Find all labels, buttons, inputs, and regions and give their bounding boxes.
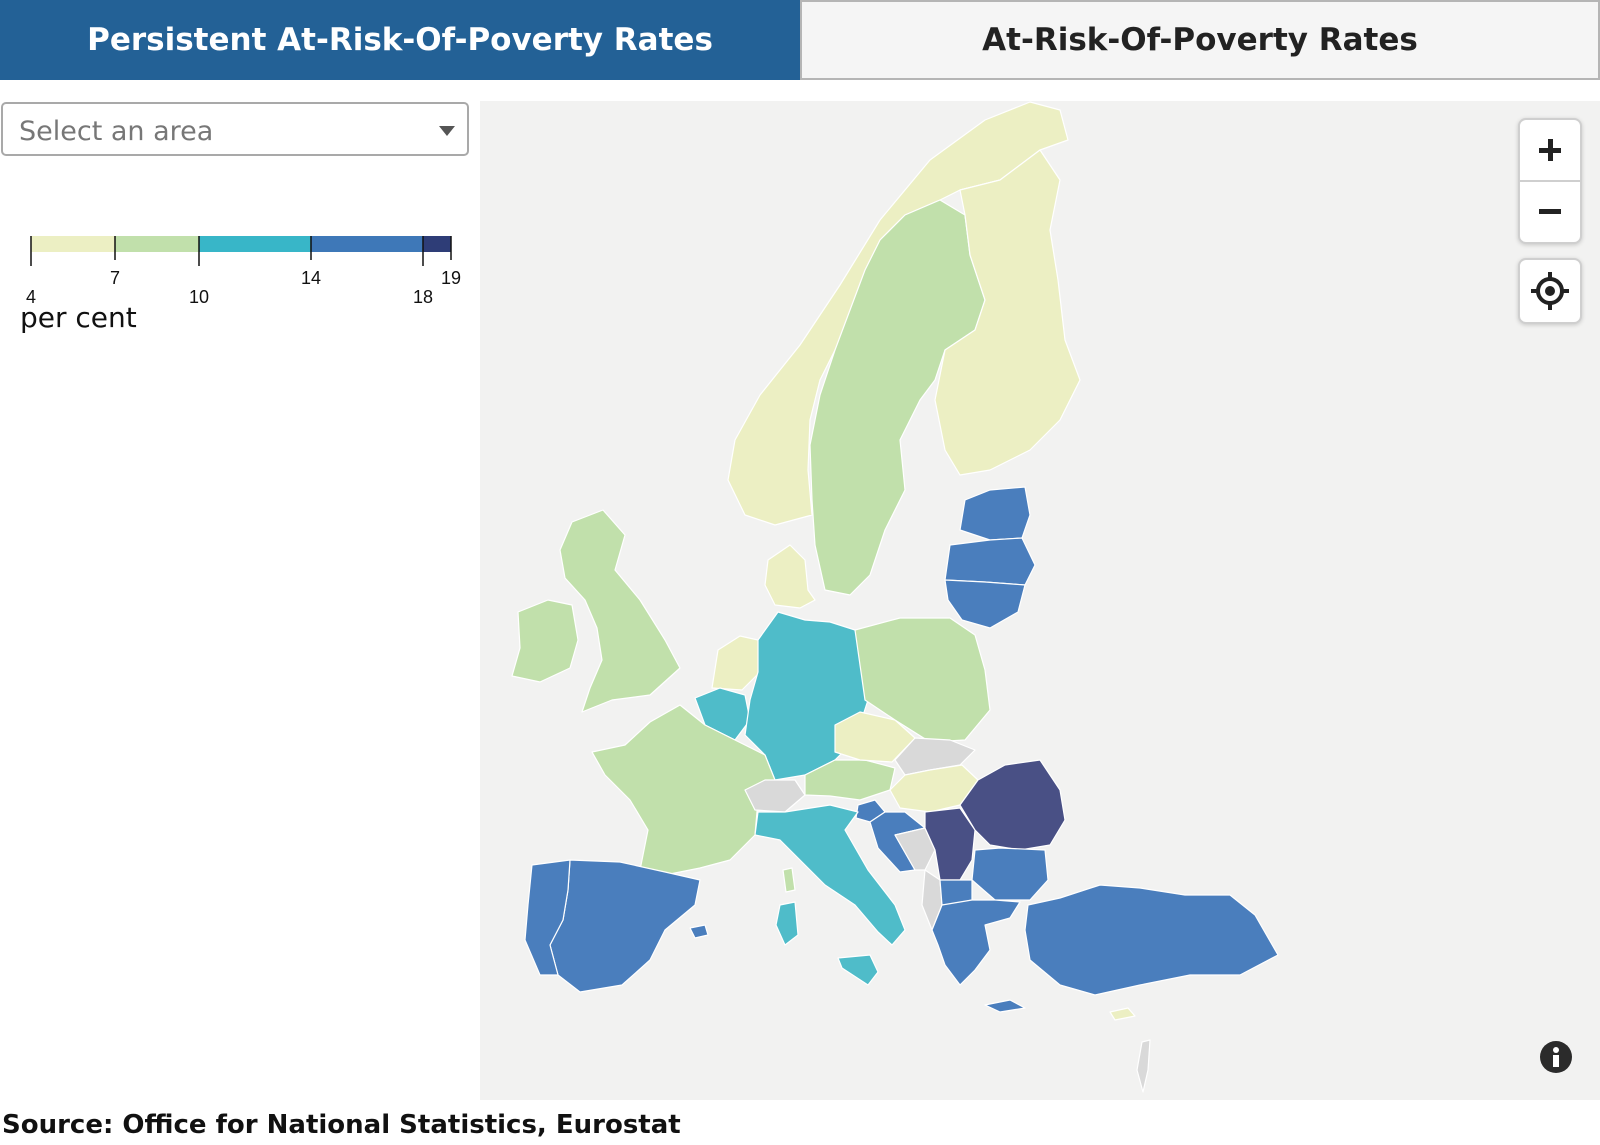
filter-panel: Select an area 4 7 10 14 18 19 per cent [0, 101, 480, 341]
legend-label-7: 7 [110, 268, 120, 288]
tab-bar: Persistent At-Risk-Of-Poverty Rates At-R… [0, 0, 1600, 80]
region-romania[interactable] [959, 759, 1066, 851]
legend-label-14: 14 [301, 268, 321, 288]
region-latvia[interactable] [944, 537, 1036, 586]
region-balearic-islands[interactable] [689, 924, 709, 939]
tab-persistent-at-risk-of-poverty-rates[interactable]: Persistent At-Risk-Of-Poverty Rates [0, 0, 800, 80]
region-cyprus[interactable] [1109, 1007, 1136, 1021]
region-united-kingdom[interactable] [559, 509, 681, 713]
crosshair-icon [1531, 272, 1569, 310]
region-turkey[interactable] [1024, 884, 1279, 996]
legend-band-7-10 [115, 236, 199, 252]
locate-button[interactable] [1518, 258, 1582, 324]
region-denmark[interactable] [764, 544, 816, 609]
europe-map[interactable] [480, 101, 1600, 1100]
legend-label-18: 18 [413, 287, 433, 306]
legend-label-10: 10 [189, 287, 209, 306]
map-canvas [511, 101, 1279, 1093]
zoom-out-button[interactable] [1520, 180, 1580, 240]
region-spain[interactable] [549, 859, 701, 993]
region-sardinia[interactable] [775, 901, 799, 946]
chevron-down-icon [439, 126, 455, 136]
minus-icon [1539, 209, 1561, 214]
region-crete[interactable] [984, 999, 1026, 1013]
region-netherlands[interactable] [711, 635, 761, 691]
region-serbia[interactable] [924, 807, 976, 881]
tab-at-risk-of-poverty-rates[interactable]: At-Risk-Of-Poverty Rates [800, 0, 1600, 80]
region-corsica[interactable] [782, 867, 796, 893]
legend-band-10-14 [199, 236, 311, 252]
region-italy[interactable] [754, 804, 906, 946]
region-bosnia-and-herzegovina[interactable] [894, 827, 936, 871]
region-france[interactable] [591, 704, 776, 876]
region-finland[interactable] [934, 149, 1081, 476]
region-norway[interactable] [727, 101, 1069, 526]
color-legend: 4 7 10 14 18 19 [26, 236, 461, 306]
region-portugal[interactable] [524, 859, 571, 976]
region-sicily[interactable] [837, 954, 879, 986]
legend-label-4: 4 [26, 287, 36, 306]
legend-band-18-19 [423, 236, 451, 252]
legend-band-14-18 [311, 236, 423, 252]
area-select-placeholder: Select an area [19, 116, 214, 147]
source-note: Source: Office for National Statistics, … [2, 1110, 681, 1140]
legend-label-19: 19 [441, 268, 461, 288]
legend-band-4-7 [31, 236, 115, 252]
zoom-control [1518, 118, 1582, 244]
region-bulgaria[interactable] [971, 847, 1049, 901]
area-select[interactable]: Select an area [1, 102, 469, 156]
region-greece[interactable] [931, 899, 1021, 986]
legend-unit-label: per cent [20, 301, 137, 334]
region-poland[interactable] [854, 617, 991, 743]
region-estonia[interactable] [959, 486, 1031, 541]
region-ireland[interactable] [511, 599, 579, 683]
zoom-in-button[interactable] [1520, 120, 1580, 180]
info-button[interactable] [1540, 1041, 1572, 1073]
region-lithuania[interactable] [944, 579, 1026, 629]
region-israel[interactable] [1136, 1039, 1151, 1093]
